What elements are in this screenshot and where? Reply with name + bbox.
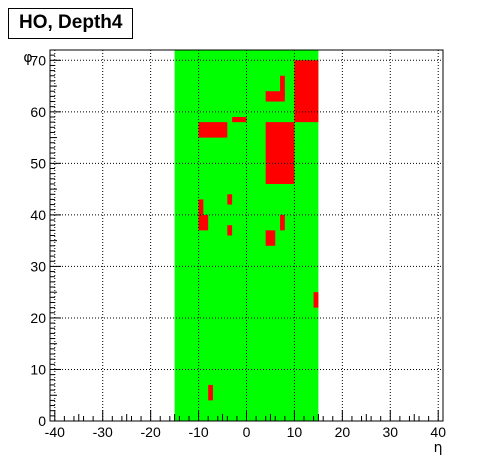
chart-title: HO, Depth4	[8, 8, 134, 39]
flagged-cell	[198, 199, 204, 215]
y-tick-label: 10	[30, 361, 46, 377]
y-tick-label: 50	[30, 155, 46, 171]
y-axis-label: φ	[23, 50, 32, 66]
flagged-cell	[232, 116, 247, 123]
x-tick-label: -30	[93, 424, 113, 440]
x-tick-label: 20	[335, 424, 351, 440]
flagged-cell	[313, 292, 319, 308]
x-tick-label: -10	[188, 424, 208, 440]
flagged-cell	[198, 214, 209, 231]
flagged-cell	[227, 225, 233, 236]
x-tick-label: 10	[287, 424, 303, 440]
flagged-cell	[265, 91, 285, 102]
flagged-cell	[265, 230, 276, 246]
flagged-cell	[294, 60, 319, 123]
flagged-cell	[280, 75, 285, 97]
y-tick-label: 0	[38, 413, 46, 429]
x-tick-label: -20	[141, 424, 161, 440]
flagged-cell	[265, 122, 295, 184]
x-tick-label: -40	[45, 424, 65, 440]
y-tick-label: 40	[30, 207, 46, 223]
x-tick-label: 40	[430, 424, 446, 440]
x-tick-label: 30	[382, 424, 398, 440]
y-tick-label: 60	[30, 104, 46, 120]
flagged-cell	[208, 384, 213, 401]
axis-ticks	[50, 49, 439, 422]
tick-labels: -40 -30 -20 -10 0 10 20 30 40 0 10 20 30 40 50 60 70	[30, 52, 446, 440]
x-tick-label: 0	[243, 424, 251, 440]
y-tick-label: 30	[30, 258, 46, 274]
flagged-cell	[227, 194, 233, 205]
grid-lines	[50, 50, 443, 422]
y-tick-label: 70	[30, 52, 46, 68]
flagged-cell	[280, 214, 285, 231]
y-tick-label: 20	[30, 310, 46, 326]
x-axis-label: η	[434, 440, 443, 456]
flagged-cell	[198, 122, 228, 138]
